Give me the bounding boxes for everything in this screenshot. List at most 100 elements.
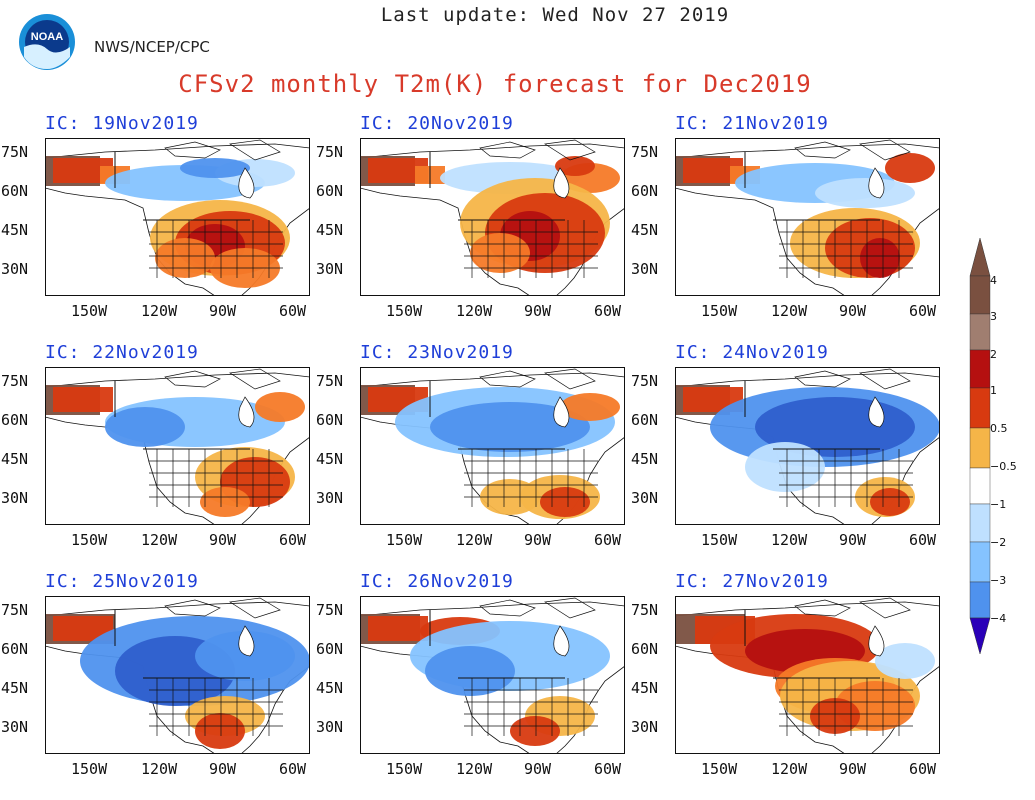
forecast-map: [675, 367, 940, 525]
colorbar-label: 1: [990, 384, 997, 397]
lon-tick-label: 90W: [209, 531, 237, 549]
lon-tick-label: 60W: [279, 760, 307, 778]
lon-tick-label: 60W: [279, 302, 307, 320]
colorbar-label: −1: [990, 498, 1006, 511]
lat-tick-label: 45N: [631, 679, 659, 697]
lat-tick-label: 75N: [631, 143, 659, 161]
forecast-map: [45, 367, 310, 525]
lat-tick-label: 30N: [1, 489, 29, 507]
lon-tick-label: 150W: [386, 531, 423, 549]
lat-tick-label: 60N: [631, 640, 659, 658]
lat-tick-label: 30N: [316, 489, 344, 507]
lat-tick-label: 60N: [1, 640, 29, 658]
lat-tick-label: 30N: [316, 718, 344, 736]
forecast-map: [360, 367, 625, 525]
lon-tick-label: 90W: [524, 302, 552, 320]
lon-tick-label: 120W: [141, 302, 178, 320]
colorbar-swatch: [969, 467, 991, 505]
lon-tick-label: 120W: [456, 760, 493, 778]
colorbar-label: 4: [990, 274, 997, 287]
lat-tick-label: 45N: [316, 450, 344, 468]
lon-tick-label: 120W: [141, 531, 178, 549]
panel-ic-title: IC: 24Nov2019: [675, 342, 829, 363]
panel-ic-title: IC: 19Nov2019: [45, 113, 199, 134]
forecast-map: [360, 596, 625, 754]
colorbar-swatch: [969, 541, 991, 583]
colorbar-label: 3: [990, 310, 997, 323]
lon-tick-label: 120W: [771, 302, 808, 320]
lon-tick-label: 90W: [524, 531, 552, 549]
colorbar-swatch: [969, 427, 991, 469]
lon-tick-label: 120W: [456, 302, 493, 320]
colorbar-label: −0.5: [990, 460, 1017, 473]
lat-tick-label: 45N: [631, 450, 659, 468]
lat-tick-label: 30N: [316, 260, 344, 278]
lon-tick-label: 90W: [839, 531, 867, 549]
page-title: CFSv2 monthly T2m(K) forecast for Dec201…: [178, 70, 812, 98]
colorbar-bottom-arrow: [969, 617, 991, 655]
lat-tick-label: 60N: [316, 411, 344, 429]
colorbar-label: 2: [990, 348, 997, 361]
lon-tick-label: 60W: [909, 531, 937, 549]
colorbar-top-arrow: [969, 237, 991, 277]
colorbar-legend: 4 3 2 1 0.5 −0.5 −1 −2 −3 −4: [969, 237, 1017, 655]
lon-tick-label: 60W: [594, 531, 622, 549]
colorbar-swatch: [969, 503, 991, 543]
lon-tick-label: 60W: [594, 302, 622, 320]
forecast-map: [45, 596, 310, 754]
lat-tick-label: 60N: [316, 640, 344, 658]
lon-tick-label: 120W: [771, 531, 808, 549]
lon-tick-label: 150W: [701, 302, 738, 320]
lon-tick-label: 120W: [141, 760, 178, 778]
panel-ic-title: IC: 22Nov2019: [45, 342, 199, 363]
lon-tick-label: 150W: [386, 760, 423, 778]
lon-tick-label: 120W: [771, 760, 808, 778]
lon-tick-label: 150W: [71, 302, 108, 320]
lon-tick-label: 150W: [701, 531, 738, 549]
colorbar-label: −3: [990, 574, 1006, 587]
colorbar-swatch: [969, 349, 991, 389]
lon-tick-label: 150W: [71, 760, 108, 778]
lon-tick-label: 90W: [839, 302, 867, 320]
lat-tick-label: 30N: [1, 260, 29, 278]
colorbar-label: −2: [990, 536, 1006, 549]
lon-tick-label: 60W: [279, 531, 307, 549]
lat-tick-label: 75N: [316, 143, 344, 161]
forecast-map: [45, 138, 310, 296]
colorbar-label: 0.5: [990, 422, 1008, 435]
lon-tick-label: 60W: [909, 302, 937, 320]
lat-tick-label: 60N: [1, 182, 29, 200]
lat-tick-label: 60N: [631, 411, 659, 429]
lat-tick-label: 75N: [1, 372, 29, 390]
lat-tick-label: 30N: [1, 718, 29, 736]
lat-tick-label: 45N: [1, 450, 29, 468]
lat-tick-label: 45N: [316, 679, 344, 697]
lat-tick-label: 60N: [631, 182, 659, 200]
lat-tick-label: 45N: [1, 221, 29, 239]
lon-tick-label: 150W: [386, 302, 423, 320]
svg-text:NOAA: NOAA: [31, 31, 63, 43]
lon-tick-label: 60W: [909, 760, 937, 778]
panel-ic-title: IC: 27Nov2019: [675, 571, 829, 592]
last-update-text: Last update: Wed Nov 27 2019: [380, 4, 730, 26]
lat-tick-label: 75N: [316, 601, 344, 619]
lon-tick-label: 150W: [71, 531, 108, 549]
lat-tick-label: 45N: [316, 221, 344, 239]
lat-tick-label: 30N: [631, 260, 659, 278]
forecast-map: [675, 138, 940, 296]
lat-tick-label: 30N: [631, 718, 659, 736]
lat-tick-label: 45N: [631, 221, 659, 239]
lon-tick-label: 60W: [594, 760, 622, 778]
lat-tick-label: 75N: [316, 372, 344, 390]
lat-tick-label: 75N: [631, 372, 659, 390]
forecast-map: [675, 596, 940, 754]
lon-tick-label: 90W: [839, 760, 867, 778]
lat-tick-label: 75N: [1, 601, 29, 619]
agency-label: NWS/NCEP/CPC: [94, 38, 210, 56]
lon-tick-label: 90W: [209, 302, 237, 320]
lon-tick-label: 120W: [456, 531, 493, 549]
colorbar-swatch: [969, 275, 991, 315]
panel-ic-title: IC: 20Nov2019: [360, 113, 514, 134]
panel-ic-title: IC: 25Nov2019: [45, 571, 199, 592]
colorbar-swatch: [969, 581, 991, 619]
